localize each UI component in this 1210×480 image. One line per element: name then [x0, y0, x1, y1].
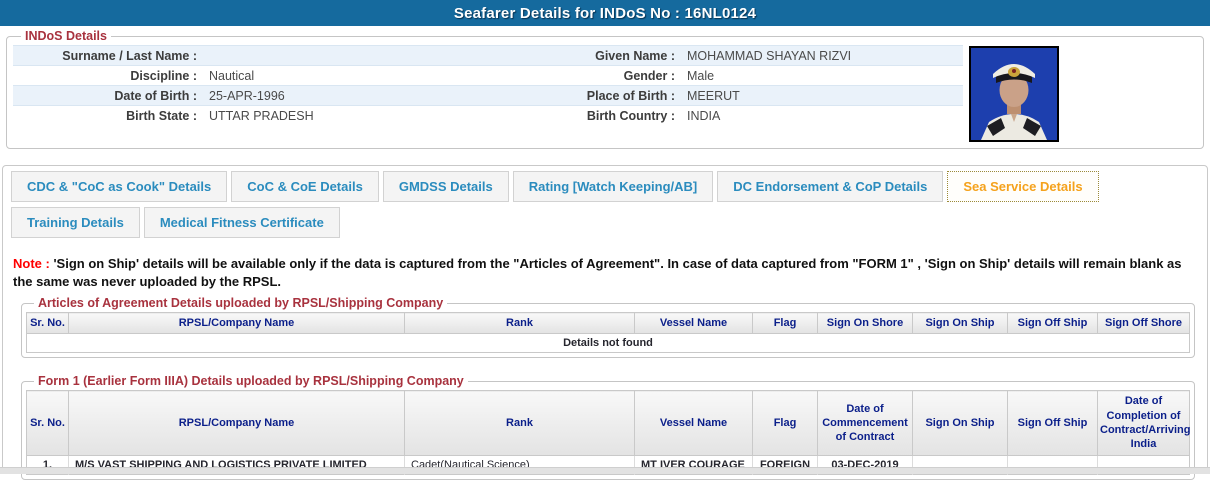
articles-empty-row: Details not found — [27, 334, 1190, 353]
dob-label: Date of Birth : — [114, 88, 197, 103]
sign-on-ship-note: Note : 'Sign on Ship' details will be av… — [13, 255, 1197, 290]
articles-header-sr-no: Sr. No. — [26, 312, 69, 335]
indos-details-table: Surname / Last Name : Given Name : MOHAM… — [13, 45, 963, 126]
note-text: 'Sign on Ship' details will be available… — [13, 256, 1182, 289]
birth-state-value: UTTAR PRADESH — [209, 108, 314, 123]
articles-header-vessel: Vessel Name — [634, 312, 753, 335]
form1-table: Sr. No. RPSL/Company Name Rank Vessel Na… — [26, 390, 1190, 475]
page-title-bar: Seafarer Details for INDoS No : 16NL0124 — [0, 0, 1210, 26]
indos-details-fieldset: INDoS Details Surname / Last Name : Give… — [6, 29, 1204, 149]
form1-header-row: Sr. No. RPSL/Company Name Rank Vessel Na… — [26, 390, 1190, 456]
form1-header-completion: Date of Completion of Contract/Arriving … — [1097, 390, 1190, 456]
tab-coc-coe[interactable]: CoC & CoE Details — [231, 171, 379, 202]
tab-bar: CDC & "CoC as Cook" Details CoC & CoE De… — [3, 171, 1207, 243]
articles-of-agreement-fieldset: Articles of Agreement Details uploaded b… — [21, 296, 1195, 359]
articles-header-row: Sr. No. RPSL/Company Name Rank Vessel Na… — [26, 312, 1190, 335]
form1-header-sign-off-ship: Sign Off Ship — [1007, 390, 1098, 456]
tab-gmdss[interactable]: GMDSS Details — [382, 171, 509, 202]
birth-country-label: Birth Country : — [586, 108, 675, 123]
given-name-value: MOHAMMAD SHAYAN RIZVI — [687, 48, 852, 63]
tab-cdc-coc-as-cook[interactable]: CDC & "CoC as Cook" Details — [11, 171, 228, 202]
gender-label: Gender : — [623, 68, 675, 83]
indos-row-surname: Surname / Last Name : Given Name : MOHAM… — [13, 45, 963, 66]
form1-header-flag: Flag — [752, 390, 818, 456]
tab-training-details[interactable]: Training Details — [11, 207, 140, 238]
form1-legend: Form 1 (Earlier Form IIIA) Details uploa… — [38, 374, 464, 389]
gender-value: Male — [687, 68, 715, 83]
form1-header-rank: Rank — [404, 390, 635, 456]
surname-value — [203, 46, 563, 66]
form1-header-commencement: Date of Commencement of Contract — [817, 390, 913, 456]
birth-state-label: Birth State : — [126, 108, 197, 123]
articles-header-sign-on-shore: Sign On Shore — [817, 312, 913, 335]
seafarer-photo-graphic — [971, 48, 1057, 140]
birth-country-value: INDIA — [687, 108, 721, 123]
form1-header-sign-on-ship: Sign On Ship — [912, 390, 1008, 456]
discipline-value: Nautical — [209, 68, 255, 83]
form1-fieldset: Form 1 (Earlier Form IIIA) Details uploa… — [21, 374, 1195, 480]
page-bottom-strip — [0, 467, 1210, 474]
indos-details-legend: INDoS Details — [25, 29, 107, 43]
details-not-found-message: Details not found — [563, 337, 653, 350]
articles-of-agreement-legend: Articles of Agreement Details uploaded b… — [38, 296, 444, 311]
surname-label: Surname / Last Name : — [62, 48, 197, 63]
articles-of-agreement-table: Sr. No. RPSL/Company Name Rank Vessel Na… — [26, 312, 1190, 354]
tab-medical-fitness-certificate[interactable]: Medical Fitness Certificate — [143, 207, 340, 238]
given-name-label: Given Name : — [595, 48, 675, 63]
tab-sea-service-details[interactable]: Sea Service Details — [947, 171, 1099, 202]
dob-value: 25-APR-1996 — [209, 88, 285, 103]
articles-header-flag: Flag — [752, 312, 818, 335]
note-prefix: Note : — [13, 256, 50, 271]
tab-content-panel: CDC & "CoC as Cook" Details CoC & CoE De… — [2, 165, 1208, 480]
articles-header-company: RPSL/Company Name — [68, 312, 405, 335]
indos-row-dob: Date of Birth : 25-APR-1996 Place of Bir… — [13, 85, 963, 106]
articles-header-sign-on-ship: Sign On Ship — [912, 312, 1008, 335]
articles-header-rank: Rank — [404, 312, 635, 335]
place-of-birth-value: MEERUT — [687, 88, 740, 103]
page-title: Seafarer Details for INDoS No : 16NL0124 — [453, 4, 757, 22]
indos-row-birth-state: Birth State : UTTAR PRADESH Birth Countr… — [13, 105, 963, 126]
articles-header-sign-off-shore: Sign Off Shore — [1097, 312, 1190, 335]
tab-rating-watch-keeping[interactable]: Rating [Watch Keeping/AB] — [512, 171, 714, 202]
place-of-birth-label: Place of Birth : — [586, 88, 675, 103]
discipline-label: Discipline : — [130, 68, 197, 83]
tab-dc-endorsement-cop[interactable]: DC Endorsement & CoP Details — [717, 171, 944, 202]
indos-row-discipline: Discipline : Nautical Gender : Male — [13, 65, 963, 86]
form1-header-sr-no: Sr. No. — [26, 390, 69, 456]
form1-header-vessel: Vessel Name — [634, 390, 753, 456]
seafarer-photo — [969, 46, 1059, 142]
form1-header-company: RPSL/Company Name — [68, 390, 405, 456]
articles-header-sign-off-ship: Sign Off Ship — [1007, 312, 1098, 335]
